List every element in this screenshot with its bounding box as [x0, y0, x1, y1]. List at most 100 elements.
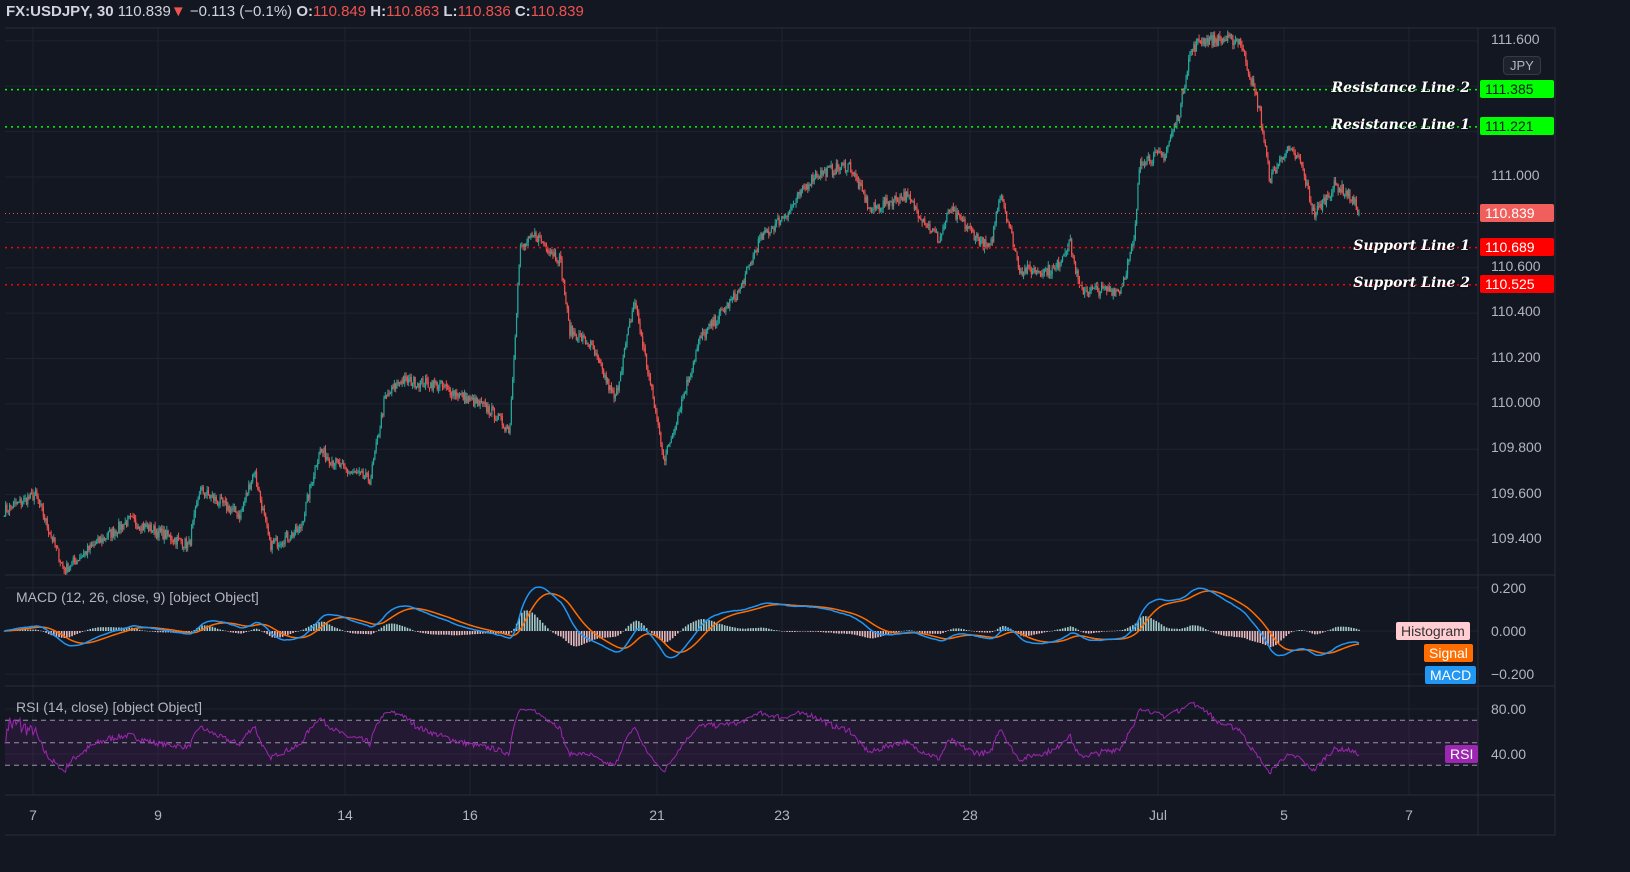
candle-body: [427, 381, 429, 388]
candle-body: [166, 530, 168, 539]
histogram-bar: [817, 631, 820, 632]
candle-body: [826, 167, 828, 178]
candle-body: [1124, 277, 1126, 279]
candle-body: [1215, 38, 1217, 43]
grid: [5, 28, 1478, 795]
candle-body: [723, 310, 726, 313]
histogram-bar: [627, 625, 630, 631]
candle-body: [1253, 79, 1255, 87]
histogram-bar: [1314, 631, 1316, 635]
histogram-bar: [240, 631, 242, 634]
histogram-bar: [1238, 631, 1241, 638]
candle-body: [1059, 262, 1061, 268]
rsi-legend[interactable]: RSI: [1445, 745, 1479, 763]
histogram-bar: [599, 631, 601, 639]
candle-body: [1154, 151, 1156, 156]
candle-body: [258, 489, 260, 492]
histogram-bar: [757, 627, 760, 631]
currency-button[interactable]: JPY: [1503, 56, 1541, 75]
histogram-bar: [968, 630, 970, 631]
candle-body: [1307, 182, 1309, 190]
candle-body: [1048, 265, 1051, 275]
support-line-label: Support Line 1: [1353, 237, 1470, 254]
rsi-title[interactable]: RSI (14, close) [object Object]: [16, 699, 202, 715]
candle-body: [1106, 286, 1108, 292]
candle-body: [73, 557, 76, 562]
candle-body: [588, 345, 590, 348]
candle-body: [501, 416, 503, 426]
histogram-bar: [692, 621, 695, 631]
candle-body: [287, 531, 289, 540]
histogram-bar: [1173, 628, 1176, 631]
candle-body: [1323, 197, 1325, 202]
histogram-bar: [791, 631, 794, 632]
histogram-bar: [380, 627, 383, 631]
histogram-bar: [1160, 624, 1163, 631]
candle-body: [1126, 261, 1129, 275]
candle-body: [1003, 200, 1005, 207]
histogram-bar: [549, 630, 552, 632]
histogram-bar: [1054, 630, 1056, 631]
histogram-bar: [1295, 630, 1298, 632]
candle-body: [189, 540, 191, 545]
candle-body: [1094, 286, 1096, 288]
candle-body: [103, 537, 106, 540]
signal-legend[interactable]: Signal: [1424, 644, 1473, 662]
histogram-bar: [778, 630, 781, 632]
candle-body: [514, 336, 516, 360]
candle-body: [526, 242, 528, 246]
candle-body: [1042, 273, 1044, 276]
candle-body: [372, 459, 375, 465]
candle-body: [470, 396, 472, 399]
candle-body: [129, 515, 132, 517]
macd-title[interactable]: MACD (12, 26, close, 9) [object Object]: [16, 589, 259, 605]
candle-body: [155, 531, 158, 536]
histogram-bar: [500, 631, 502, 634]
histogram-bar: [333, 627, 336, 631]
candle-body: [53, 537, 55, 542]
candle-body: [885, 197, 887, 206]
candle-body: [488, 406, 490, 414]
candle-body: [566, 304, 568, 309]
candle-body: [190, 528, 193, 545]
histogram-bar: [591, 631, 593, 641]
candle-body: [800, 189, 802, 196]
candle-body: [1201, 41, 1203, 44]
histogram-legend[interactable]: Histogram: [1396, 622, 1470, 640]
candle-body: [1129, 251, 1131, 260]
histogram-bar: [710, 620, 713, 631]
candle-body: [1243, 50, 1246, 53]
histogram-bar: [144, 630, 146, 632]
candle-body: [274, 540, 276, 543]
histogram-bar: [916, 631, 918, 632]
histogram-bar: [703, 619, 705, 631]
candle-body: [983, 239, 986, 249]
price-axis-tick: 109.400: [1491, 530, 1542, 547]
histogram-bar: [1186, 626, 1189, 631]
candle-body: [643, 346, 645, 348]
candle-body: [930, 230, 932, 233]
candle-body: [395, 383, 397, 389]
time-axis-tick: 5: [1280, 807, 1288, 823]
candle-body: [505, 426, 507, 431]
histogram-bar: [1311, 631, 1314, 634]
candle-body: [1128, 259, 1130, 262]
candle-body: [729, 299, 731, 308]
candle-body: [933, 228, 935, 231]
candle-body: [757, 239, 759, 252]
open-value: 110.849: [313, 3, 367, 20]
candle-body: [924, 218, 926, 226]
candle-body: [1238, 39, 1240, 45]
histogram-bar: [541, 622, 544, 631]
candle-body: [224, 500, 226, 502]
histogram-bar: [1207, 630, 1210, 631]
macd-legend[interactable]: MACD: [1425, 666, 1477, 684]
candle-body: [564, 280, 566, 296]
candle-body: [946, 213, 948, 222]
candle-body: [200, 487, 202, 495]
histogram-bar: [570, 631, 573, 646]
candle-body: [235, 506, 237, 513]
candle-body: [492, 406, 494, 409]
histogram-bar: [1308, 631, 1311, 633]
